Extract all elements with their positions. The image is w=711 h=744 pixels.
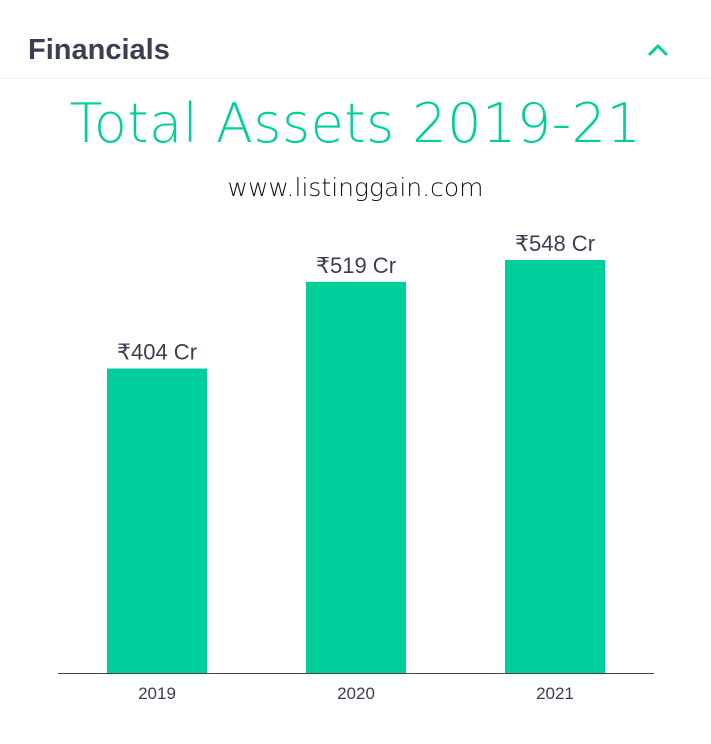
bar-2019 (107, 368, 207, 673)
x-tick-label-2020: 2020 (337, 684, 375, 703)
bar-2021 (505, 260, 605, 673)
chevron-up-icon (648, 44, 668, 56)
financials-header: Financials (0, 0, 711, 79)
bar-2020 (306, 281, 406, 673)
data-label-2020: ₹519 Cr (316, 253, 396, 278)
chart-subtitle: www.listinggain.com (227, 173, 484, 202)
x-tick-label-2021: 2021 (536, 684, 574, 703)
section-title: Financials (28, 34, 170, 66)
chart-title: Total Assets 2019-21 (69, 92, 642, 155)
data-label-2021: ₹548 Cr (515, 231, 595, 256)
x-tick-label-2019: 2019 (138, 684, 176, 703)
collapse-button[interactable] (640, 31, 676, 67)
data-label-2019: ₹404 Cr (117, 340, 197, 365)
